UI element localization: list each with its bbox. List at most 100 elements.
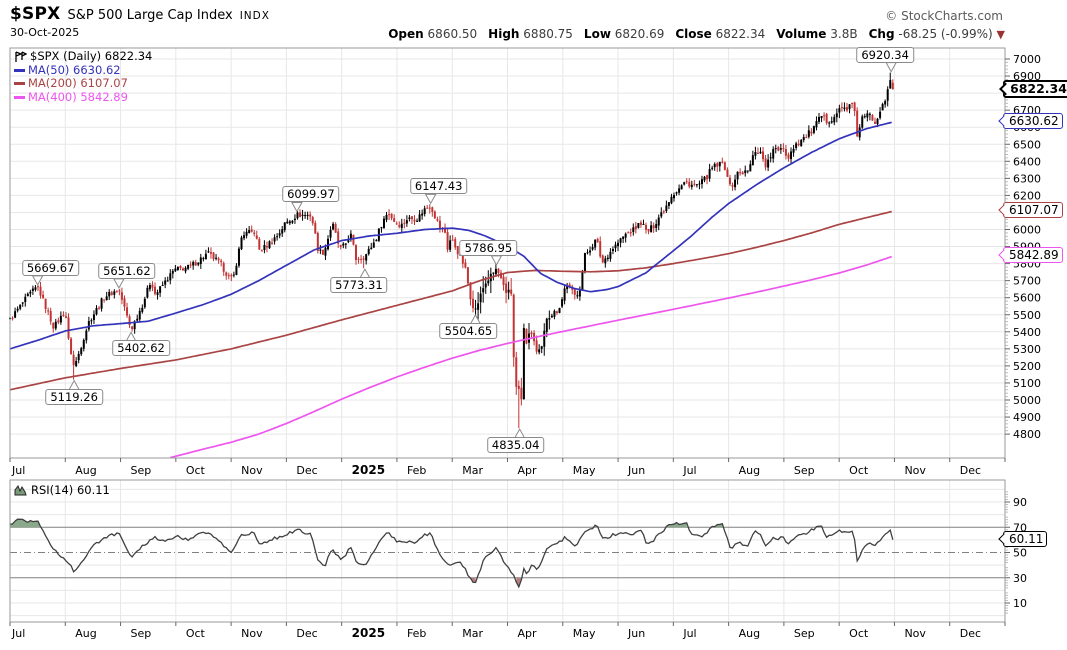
svg-text:Aug: Aug: [75, 464, 96, 477]
axis-labels: 7000690068006700660065006400630062006100…: [9, 53, 1041, 640]
svg-text:4900: 4900: [1013, 411, 1041, 424]
svg-text:2025: 2025: [352, 463, 385, 477]
svg-text:Nov: Nov: [904, 464, 926, 477]
svg-text:5300: 5300: [1013, 343, 1041, 356]
svg-text:Dec: Dec: [960, 627, 981, 640]
chart-date: 30-Oct-2025: [10, 26, 80, 39]
svg-text:Jul: Jul: [682, 464, 696, 477]
price-annotation: 5402.62: [112, 340, 170, 357]
svg-text:Oct: Oct: [849, 464, 869, 477]
legend-symbol-row: $SPX (Daily) 6822.34: [14, 49, 152, 64]
svg-text:Nov: Nov: [904, 627, 926, 640]
ma50-line: [9, 121, 892, 350]
svg-text:Aug: Aug: [739, 627, 760, 640]
svg-text:May: May: [573, 627, 596, 640]
svg-text:Mar: Mar: [462, 464, 483, 477]
svg-text:Sep: Sep: [131, 627, 152, 640]
price-annotation: 5773.31: [330, 277, 388, 294]
svg-text:5000: 5000: [1013, 394, 1041, 407]
chart-style-flags-icon: [15, 51, 27, 62]
symbol-name: S&P 500 Large Cap Index: [67, 8, 233, 23]
ma200-line: [9, 210, 892, 391]
svg-text:Nov: Nov: [241, 627, 263, 640]
svg-text:5400: 5400: [1013, 326, 1041, 339]
svg-text:May: May: [573, 464, 596, 477]
svg-text:5700: 5700: [1013, 275, 1041, 288]
ma50-value-callout: 6630.62: [1003, 112, 1063, 129]
price-annotation: 6099.97: [282, 186, 340, 203]
svg-text:30: 30: [1013, 572, 1027, 585]
ma400-value-callout: 5842.89: [1003, 247, 1063, 264]
svg-text:Jun: Jun: [627, 464, 645, 477]
ma400-swatch: [14, 95, 25, 99]
svg-text:Nov: Nov: [241, 464, 263, 477]
svg-text:7000: 7000: [1013, 53, 1041, 66]
svg-text:Aug: Aug: [75, 627, 96, 640]
price-annotation: 4835.04: [486, 437, 545, 454]
svg-text:2025: 2025: [352, 626, 385, 640]
svg-text:Oct: Oct: [849, 627, 869, 640]
last-price-callout: 6822.34: [1003, 80, 1067, 99]
svg-text:Aug: Aug: [739, 464, 760, 477]
low-quote: Low 6820.69: [583, 27, 665, 41]
ma200-value-callout: 6107.07: [1003, 202, 1063, 219]
price-annotation: 6920.34: [856, 46, 914, 63]
ma200-swatch: [14, 82, 25, 86]
svg-text:6000: 6000: [1013, 224, 1041, 237]
gridlines: [10, 48, 1005, 622]
price-annotation: 5786.95: [459, 239, 518, 256]
svg-text:Dec: Dec: [960, 464, 981, 477]
svg-text:6500: 6500: [1013, 138, 1041, 151]
stockcharts-copyright-link[interactable]: © StockCharts.com: [885, 9, 1003, 23]
svg-text:4800: 4800: [1013, 428, 1041, 441]
change-down-icon: ▼: [996, 28, 1005, 41]
legend-ma400-row: MA(400) 5842.89: [14, 90, 152, 105]
rsi-panel-legend: RSI(14) 60.11: [14, 483, 110, 497]
price-annotation: 5651.62: [98, 262, 156, 279]
price-annotation: 5669.67: [21, 259, 80, 276]
svg-text:Jul: Jul: [682, 627, 696, 640]
close-quote: Close 6822.34: [675, 27, 766, 41]
high-quote: High 6880.75: [488, 27, 573, 41]
svg-text:5100: 5100: [1013, 377, 1041, 390]
svg-text:5500: 5500: [1013, 309, 1041, 322]
svg-text:Oct: Oct: [186, 464, 206, 477]
price-annotation: 5504.65: [439, 322, 498, 339]
open-quote: Open 6860.50: [388, 27, 478, 41]
volume-quote: Volume 3.8B: [776, 27, 858, 41]
svg-text:Dec: Dec: [296, 464, 317, 477]
svg-text:Jun: Jun: [627, 627, 645, 640]
exchange-label: INDX: [239, 10, 270, 22]
ma50-swatch: [14, 68, 25, 72]
symbol: $SPX: [10, 4, 61, 24]
svg-text:Feb: Feb: [407, 464, 426, 477]
rsi-area-icon: [14, 484, 27, 496]
annotation-pointers: [31, 62, 897, 439]
chart-title: $SPX S&P 500 Large Cap Index INDX: [10, 4, 270, 24]
svg-text:Mar: Mar: [462, 627, 483, 640]
svg-text:Sep: Sep: [794, 627, 815, 640]
svg-text:5600: 5600: [1013, 292, 1041, 305]
svg-text:Sep: Sep: [794, 464, 815, 477]
svg-text:10: 10: [1013, 597, 1027, 610]
price-annotation: 6147.43: [409, 178, 468, 195]
legend-ma50-row: MA(50) 6630.62: [14, 63, 152, 78]
svg-text:6200: 6200: [1013, 189, 1041, 202]
svg-text:5200: 5200: [1013, 360, 1041, 373]
svg-text:Jul: Jul: [11, 464, 25, 477]
svg-text:Apr: Apr: [518, 464, 538, 477]
svg-text:6300: 6300: [1013, 172, 1041, 185]
svg-text:Oct: Oct: [186, 627, 206, 640]
rsi-series: [9, 518, 894, 589]
svg-text:6400: 6400: [1013, 155, 1041, 168]
svg-text:Jul: Jul: [11, 627, 25, 640]
svg-text:Apr: Apr: [518, 627, 538, 640]
svg-text:Dec: Dec: [296, 627, 317, 640]
ma400-line: [170, 255, 892, 459]
price-panel-legend: $SPX (Daily) 6822.34 MA(50) 6630.62 MA(2…: [14, 49, 152, 105]
price-annotation: 5119.26: [45, 388, 103, 405]
ohlc-quote-row: Open 6860.50 High 6880.75 Low 6820.69 Cl…: [388, 27, 1005, 41]
change-quote: Chg -68.25 (-0.99%) ▼: [868, 27, 1005, 41]
